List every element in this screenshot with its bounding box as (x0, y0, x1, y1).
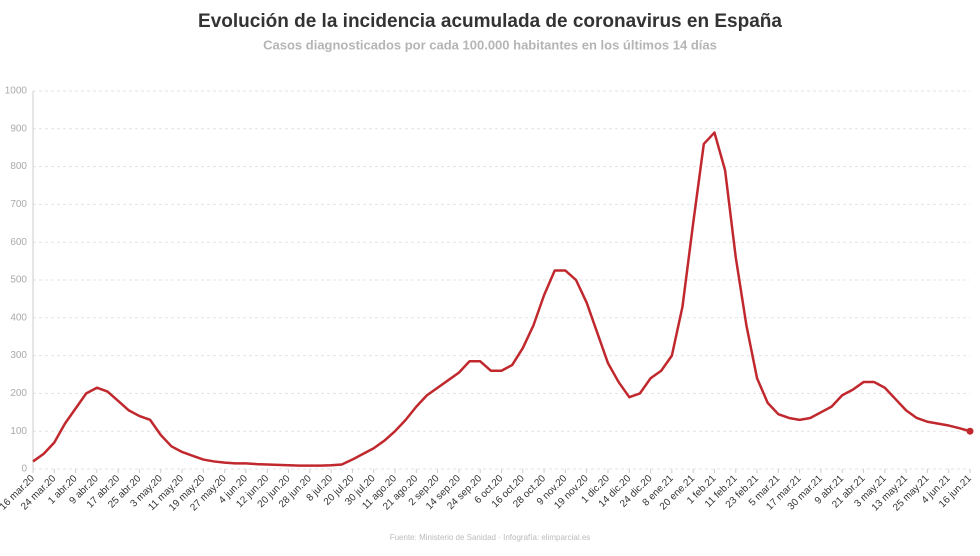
y-tick-label: 700 (10, 199, 27, 210)
y-tick-label: 900 (10, 123, 27, 134)
y-tick-label: 100 (10, 426, 27, 437)
y-tick-label: 500 (10, 275, 27, 286)
y-tick-label: 1000 (5, 86, 28, 97)
y-tick-label: 600 (10, 237, 27, 248)
chart-title: Evolución de la incidencia acumulada de … (198, 11, 782, 32)
y-tick-label: 0 (21, 464, 27, 475)
y-tick-label: 300 (10, 350, 27, 361)
y-tick-label: 800 (10, 161, 27, 172)
source: Fuente: Ministerio de Sanidad · Infograf… (390, 533, 591, 542)
data-line (32, 131, 971, 467)
chart-subtitle: Casos diagnosticados por cada 100.000 ha… (263, 37, 717, 52)
end-point (966, 427, 974, 435)
y-tick-label: 200 (10, 388, 27, 399)
y-tick-label: 400 (10, 312, 27, 323)
